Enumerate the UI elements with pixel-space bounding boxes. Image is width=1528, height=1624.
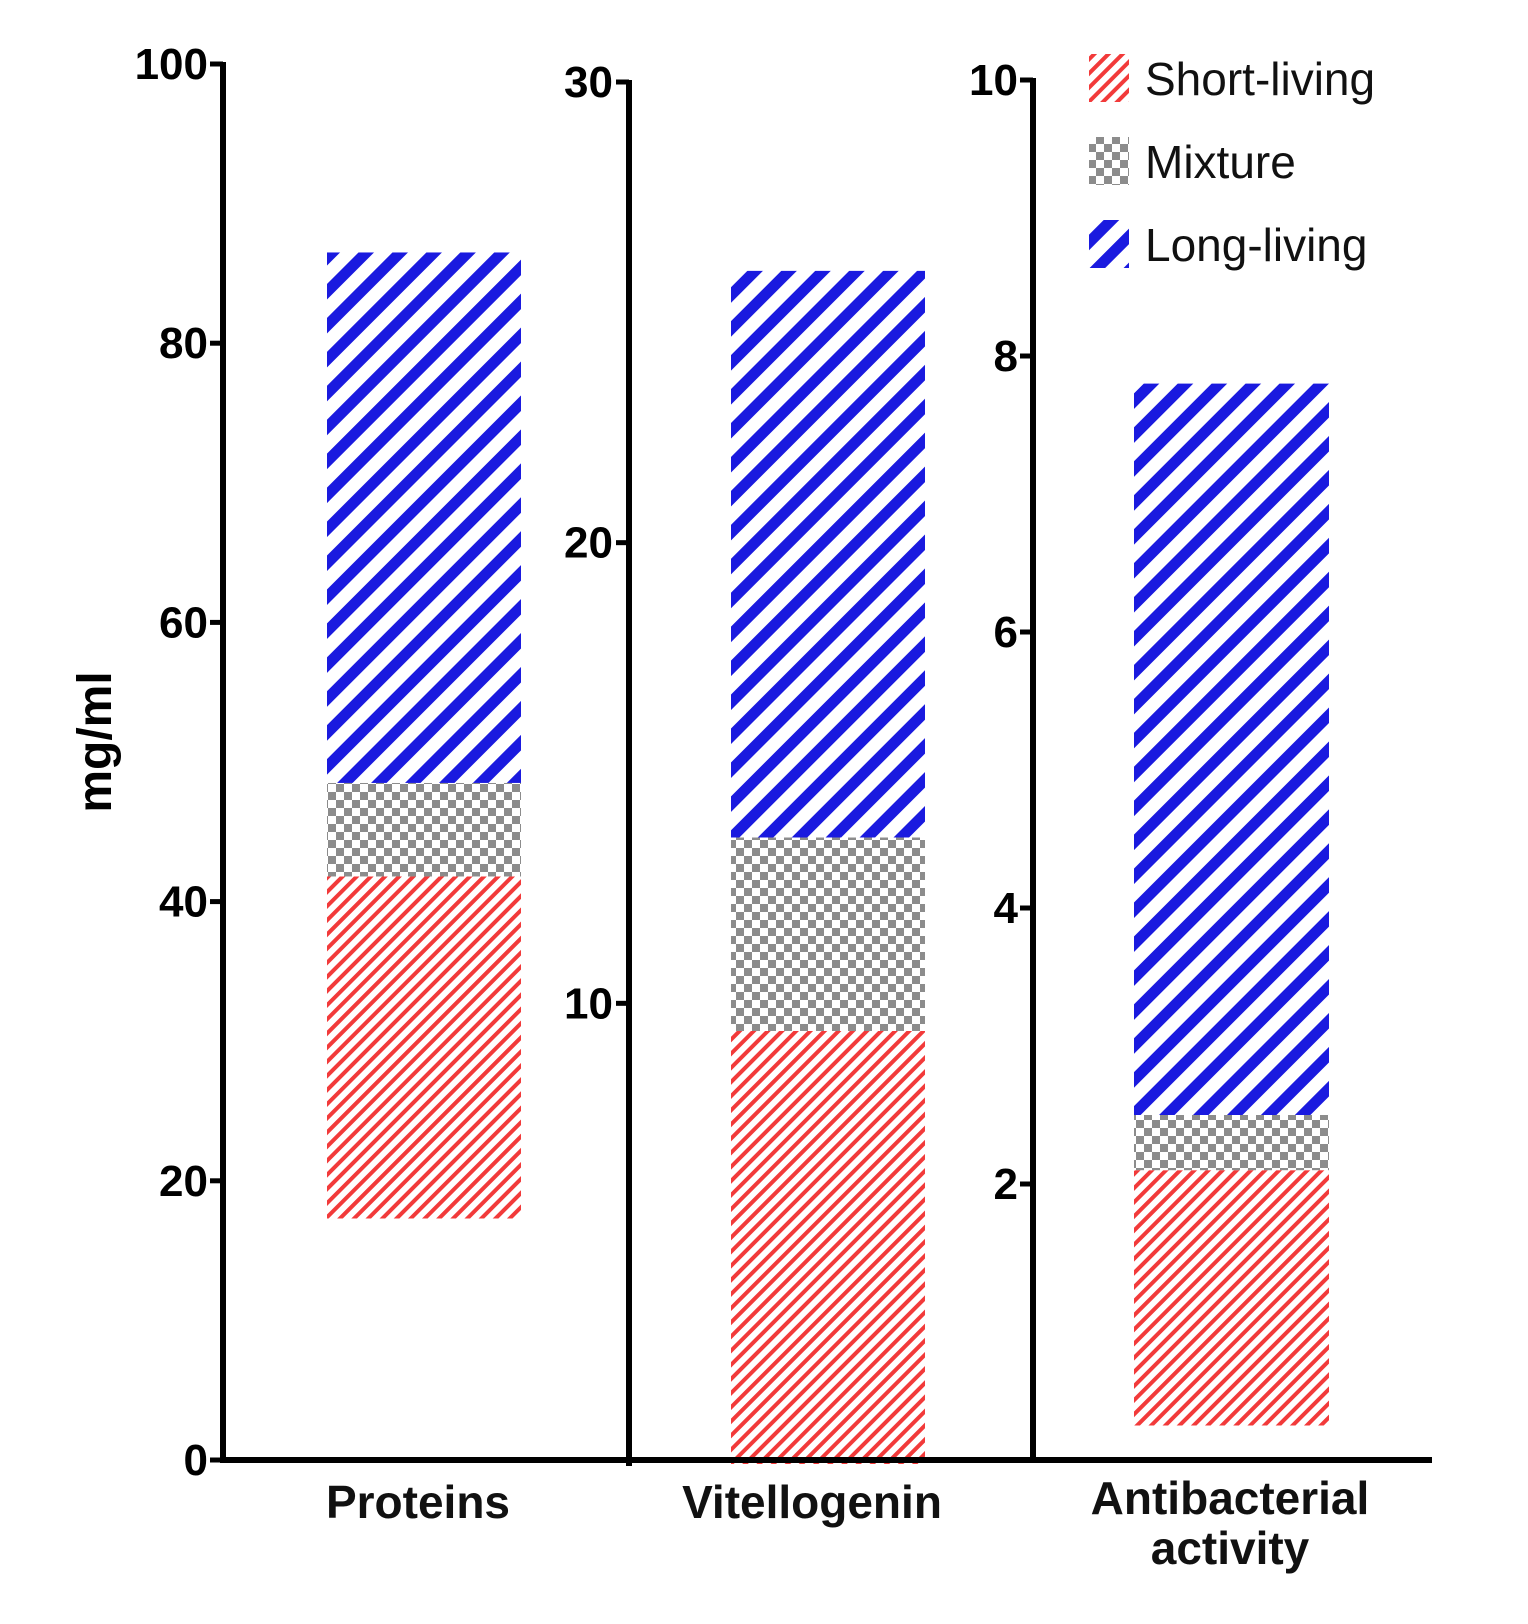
- y-axis-label: mg/ml: [69, 671, 122, 812]
- bar-segment-proteins-long-living: [327, 252, 521, 783]
- y-tick-label-antibacterial-activity-8: 8: [994, 332, 1018, 381]
- bar-segment-vitellogenin-long-living: [731, 270, 925, 838]
- bar-segment-proteins-mixture: [327, 782, 521, 877]
- legend-swatch-short-living: [1089, 54, 1129, 102]
- y-tick-label-antibacterial-activity-2: 2: [994, 1160, 1018, 1209]
- bar-segment-antibacterial-activity-short-living: [1134, 1170, 1329, 1426]
- bar-segment-antibacterial-activity-long-living: [1134, 383, 1329, 1116]
- y-tick-label-proteins-100: 100: [135, 40, 208, 89]
- legend-label-long-living: Long-living: [1145, 219, 1367, 271]
- category-label-antibacterial-line1: Antibacterial: [1091, 1472, 1370, 1524]
- y-tick-label-proteins-40: 40: [159, 878, 208, 927]
- y-tick-label-vitellogenin-20: 20: [564, 519, 613, 568]
- y-tick-label-vitellogenin-30: 30: [564, 58, 613, 107]
- y-tick-label-proteins-60: 60: [159, 598, 208, 647]
- y-tick-label-proteins-20: 20: [159, 1157, 208, 1206]
- y-tick-label-antibacterial-activity-10: 10: [969, 56, 1018, 105]
- bar-segment-antibacterial-activity-mixture: [1134, 1115, 1329, 1171]
- legend: Short-living Mixture Long-living: [1089, 53, 1375, 271]
- y-tick-label-vitellogenin-10: 10: [564, 979, 613, 1028]
- y-tick-label-proteins-0: 0: [184, 1436, 208, 1485]
- bar-segment-proteins-short-living: [327, 876, 521, 1219]
- y-tick-label-antibacterial-activity-6: 6: [994, 608, 1018, 657]
- bar-segment-vitellogenin-short-living: [731, 1030, 925, 1464]
- y-tick-label-proteins-80: 80: [159, 319, 208, 368]
- legend-label-short-living: Short-living: [1145, 53, 1375, 105]
- category-label-vitellogenin: Vitellogenin: [682, 1476, 942, 1528]
- y-tick-label-antibacterial-activity-4: 4: [994, 884, 1019, 933]
- category-label-proteins: Proteins: [326, 1476, 510, 1528]
- bar-segment-vitellogenin-mixture: [731, 837, 925, 1031]
- legend-label-mixture: Mixture: [1145, 136, 1296, 188]
- legend-swatch-long-living: [1089, 220, 1129, 268]
- panels: 0 20 40 60 80 100 10 20 30 2 4 6 8 10: [135, 40, 1432, 1485]
- category-label-antibacterial-line2: activity: [1151, 1522, 1310, 1574]
- legend-swatch-mixture: [1089, 137, 1129, 185]
